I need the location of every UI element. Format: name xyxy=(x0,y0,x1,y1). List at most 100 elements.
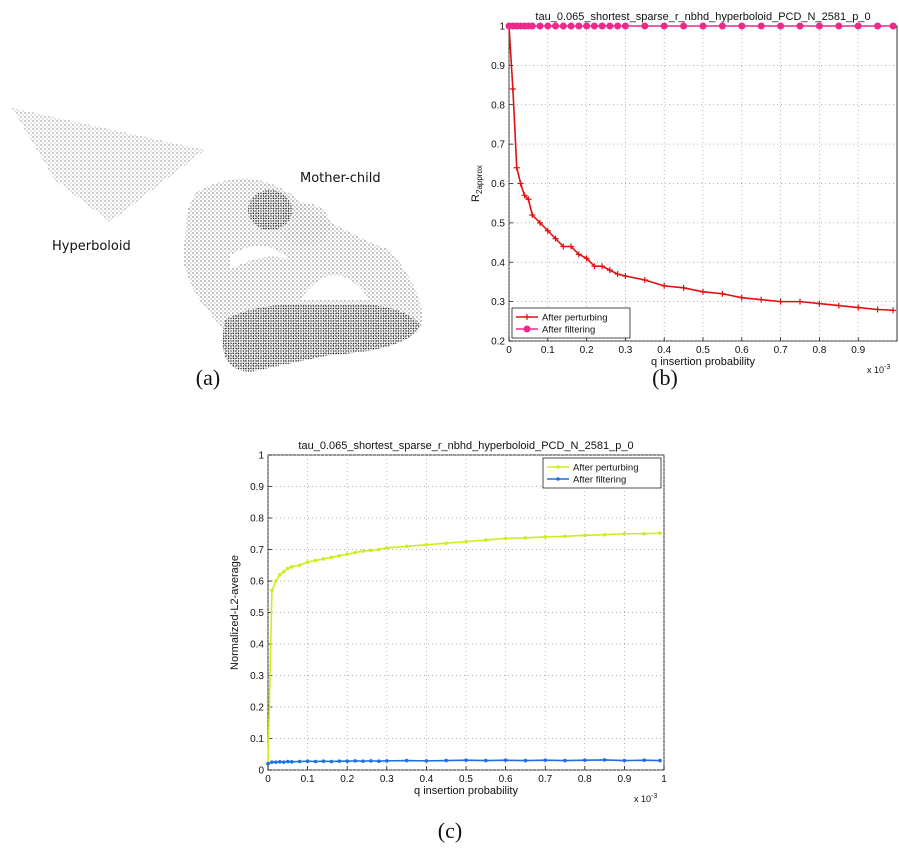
marker xyxy=(658,758,662,763)
marker xyxy=(509,86,516,92)
panel-a-label: Hyperboloid xyxy=(52,239,131,254)
marker xyxy=(484,538,488,542)
y-axis-label: Normalized-L2-average xyxy=(229,555,241,670)
y-tick-label: 0.6 xyxy=(491,179,505,190)
y-tick-label: 0.1 xyxy=(250,734,264,745)
marker xyxy=(658,531,662,535)
marker xyxy=(556,465,560,469)
marker xyxy=(556,477,560,481)
marker xyxy=(599,263,606,270)
x-tick-label: 0.5 xyxy=(459,774,473,785)
x-tick-label: 0.6 xyxy=(499,774,513,785)
x-multiplier: x 10-3 xyxy=(634,793,657,804)
marker xyxy=(641,276,648,283)
marker xyxy=(377,547,381,552)
marker xyxy=(289,565,294,569)
marker xyxy=(835,22,843,30)
marker xyxy=(777,298,784,305)
marker xyxy=(345,552,350,557)
marker xyxy=(583,533,587,538)
marker xyxy=(602,532,607,537)
y-axis-label-text: R xyxy=(470,194,482,202)
marker xyxy=(305,560,310,564)
marker xyxy=(464,758,468,763)
y-tick-label: 0.4 xyxy=(250,640,264,651)
marker xyxy=(797,298,803,305)
marker xyxy=(361,759,365,763)
marker xyxy=(369,548,373,553)
marker xyxy=(606,267,613,274)
marker xyxy=(614,22,622,30)
marker xyxy=(353,550,357,555)
legend-label: After perturbing xyxy=(573,463,638,474)
marker xyxy=(523,325,531,333)
marker xyxy=(590,22,598,30)
marker xyxy=(517,180,524,187)
marker xyxy=(602,758,607,762)
x-tick-label: 1 xyxy=(661,774,667,785)
marker xyxy=(537,219,544,226)
marker xyxy=(305,759,310,763)
marker xyxy=(738,294,745,301)
chart-title: tau_0.065_shortest_sparse_r_nbhd_hyperbo… xyxy=(535,11,870,23)
marker xyxy=(874,22,882,30)
marker xyxy=(889,22,897,30)
y-tick-label: 0.5 xyxy=(250,608,264,619)
marker xyxy=(503,758,508,763)
marker xyxy=(816,300,823,307)
x-tick-label: 0.2 xyxy=(580,345,594,356)
marker xyxy=(559,22,567,30)
legend-label: After filtering xyxy=(542,325,595,336)
marker xyxy=(563,534,567,539)
marker xyxy=(337,759,342,763)
x-multiplier: x 10-3 xyxy=(867,364,890,375)
x-tick-label: 0.8 xyxy=(812,345,826,356)
marker xyxy=(523,536,528,540)
x-tick-label: 0.2 xyxy=(340,774,354,785)
marker xyxy=(614,271,621,278)
marker xyxy=(621,22,629,30)
marker xyxy=(289,760,294,764)
marker xyxy=(424,759,429,763)
marker xyxy=(583,22,591,30)
marker xyxy=(855,304,862,311)
marker xyxy=(297,563,302,568)
marker xyxy=(777,22,785,30)
marker xyxy=(286,566,290,571)
marker xyxy=(329,759,334,764)
y-tick-label: 0.7 xyxy=(491,140,505,151)
marker xyxy=(544,22,552,30)
marker xyxy=(444,758,449,763)
y-axis-label: R2approx xyxy=(470,165,484,202)
marker xyxy=(854,22,862,30)
marker xyxy=(329,555,334,560)
caption: (c) xyxy=(438,818,462,843)
marker xyxy=(815,22,823,30)
y-tick-label: 0.8 xyxy=(250,514,264,525)
marker xyxy=(544,227,551,234)
marker xyxy=(270,760,274,764)
marker xyxy=(890,307,897,314)
marker xyxy=(543,758,547,763)
panel-a-drawing: Hyperboloid Mother-child xyxy=(12,108,422,372)
marker xyxy=(660,22,668,30)
x-tick-label: 0.6 xyxy=(735,345,749,356)
marker xyxy=(700,288,706,295)
y-axis-label-text: Normalized-L2-average xyxy=(229,555,241,670)
x-tick-label: 0.1 xyxy=(301,774,315,785)
y-tick-label: 0.2 xyxy=(491,337,505,348)
marker xyxy=(297,759,302,764)
y-tick-label: 0.6 xyxy=(250,577,264,588)
x-tick-label: 0.3 xyxy=(380,774,394,785)
y-axis-label-subscript: 2approx xyxy=(475,165,484,194)
marker xyxy=(274,760,278,764)
marker xyxy=(282,569,286,574)
marker xyxy=(484,758,488,763)
y-tick-label: 0.3 xyxy=(250,671,264,682)
marker xyxy=(444,541,449,545)
marker xyxy=(369,759,373,763)
marker xyxy=(567,22,575,30)
marker xyxy=(529,212,536,218)
marker xyxy=(583,758,587,763)
